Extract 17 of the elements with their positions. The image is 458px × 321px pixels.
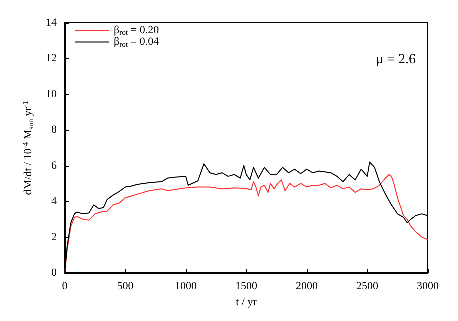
x-axis-title: t / yr: [236, 296, 258, 308]
x-tick-label: 2000: [296, 280, 318, 292]
y-tick-label: 6: [52, 160, 58, 172]
x-tick-label: 1000: [175, 280, 198, 292]
x-tick-label: 1500: [236, 280, 258, 292]
y-tick-label: 2: [52, 231, 57, 244]
annotation: μ = 2.6: [376, 52, 416, 68]
x-tick-label: 3000: [417, 280, 440, 292]
x-tick-label: 2500: [356, 280, 379, 292]
y-tick-label: 14: [46, 17, 58, 29]
y-tick-label: 0: [52, 267, 58, 279]
y-tick-label: 4: [52, 196, 58, 208]
x-tick-label: 500: [117, 280, 134, 292]
y-tick-label: 12: [46, 52, 57, 65]
x-tick-label: 0: [62, 280, 68, 292]
y-tick-label: 8: [52, 124, 58, 136]
y-tick-label: 10: [46, 88, 58, 100]
